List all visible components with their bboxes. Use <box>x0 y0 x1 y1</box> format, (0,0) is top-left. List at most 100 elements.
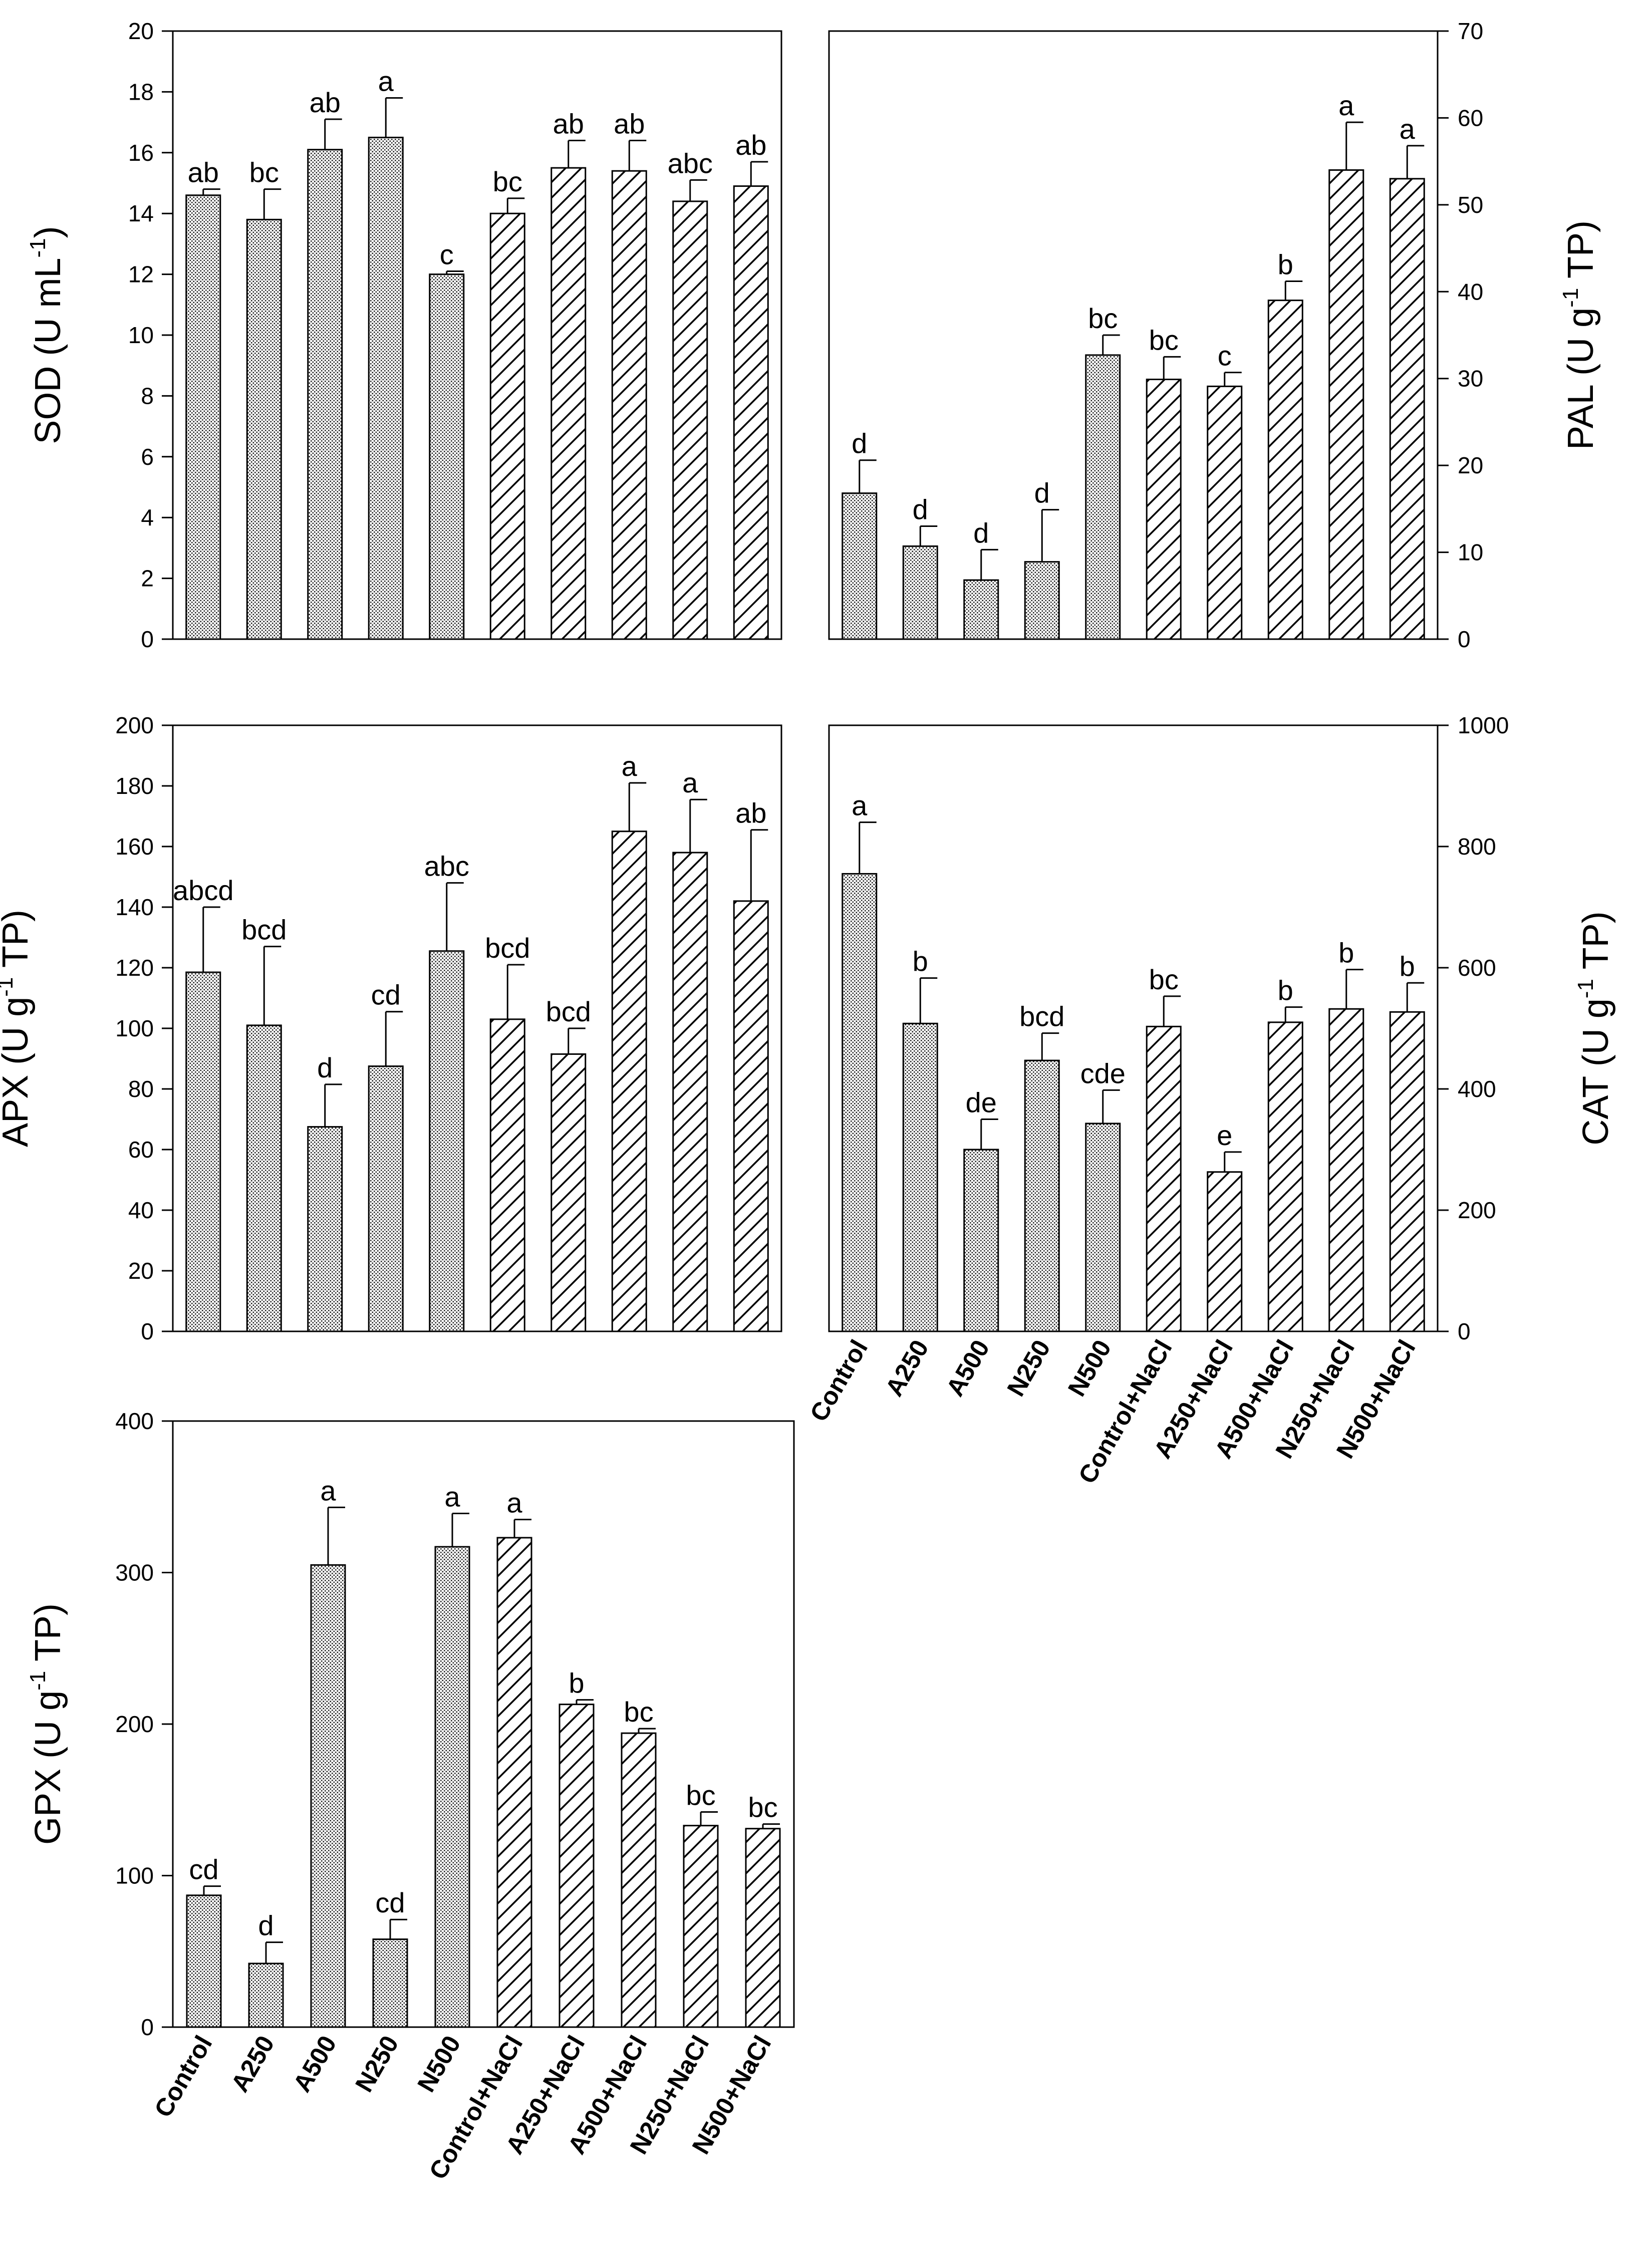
gpx-significance-letter-a500: a <box>320 1475 336 1506</box>
gpx-bar-control <box>186 1894 222 2028</box>
pal-y-tick-label: 70 <box>1458 18 1483 44</box>
apx-y-tick-label: 140 <box>115 894 154 920</box>
gpx-bar-n250-plus-nacl <box>683 1825 719 2028</box>
sod-significance-letter-control: ab <box>188 157 219 188</box>
cat-bar-a250 <box>902 1022 938 1332</box>
sod-y-tick-label: 18 <box>128 79 154 105</box>
apx-y-tick-label: 80 <box>128 1076 154 1102</box>
gpx-significance-letter-a500-plus-nacl: bc <box>624 1696 653 1728</box>
sod-bar-n250-plus-nacl <box>672 200 708 640</box>
cat-bar-a500-plus-nacl <box>1267 1021 1303 1332</box>
gpx-bar-a250-plus-nacl <box>559 1704 595 2028</box>
apx-bar-a250 <box>246 1024 282 1332</box>
apx-y-tick-label: 40 <box>128 1197 154 1223</box>
cat-y-tick-label: 600 <box>1458 955 1496 981</box>
pal-significance-letter-a250: d <box>913 494 928 525</box>
sod-significance-letter-n250: a <box>378 66 394 97</box>
pal-bar-a500 <box>963 579 999 640</box>
gpx-bar-n500 <box>434 1546 470 2028</box>
pal-y-tick-label: 40 <box>1458 278 1483 305</box>
apx-bar-n250 <box>368 1065 404 1332</box>
apx-bar-n500 <box>429 950 465 1332</box>
sod-y-tick-label: 10 <box>128 322 154 348</box>
gpx-bar-a250 <box>248 1963 284 2028</box>
cat-significance-letter-n500: cde <box>1080 1057 1126 1089</box>
pal-y-tick-label: 60 <box>1458 105 1483 131</box>
cat-significance-letter-n250-plus-nacl: b <box>1338 937 1354 969</box>
sod-bar-n250 <box>368 136 404 640</box>
sod-bar-n500-plus-nacl <box>733 185 769 640</box>
apx-y-tick-label: 20 <box>128 1258 154 1284</box>
sod-bar-a500 <box>307 149 343 640</box>
cat-y-tick-label: 400 <box>1458 1076 1496 1102</box>
pal-significance-letter-a500: d <box>973 517 989 548</box>
cat-bar-n500 <box>1085 1123 1121 1332</box>
pal-significance-letter-control: d <box>852 428 867 459</box>
apx-bar-a500 <box>307 1126 343 1332</box>
pal-significance-letter-n250: d <box>1034 477 1050 509</box>
pal-y-tick-label: 50 <box>1458 192 1483 218</box>
sod-y-tick-label: 6 <box>141 444 154 470</box>
cat-bar-a250-plus-nacl <box>1207 1171 1243 1332</box>
pal-bar-n250 <box>1024 561 1060 640</box>
apx-y-axis-title: APX (U g-1 TP) <box>0 910 36 1147</box>
sod-y-axis-title: SOD (U mL-1) <box>26 226 68 444</box>
gpx-y-tick-label: 400 <box>115 1408 154 1434</box>
sod-significance-letter-a500-plus-nacl: ab <box>614 108 645 140</box>
apx-significance-letter-a250: bcd <box>241 914 287 946</box>
pal-bar-a250-plus-nacl <box>1207 385 1243 640</box>
cat-significance-letter-a500: de <box>966 1087 997 1118</box>
sod-y-tick-label: 8 <box>141 383 154 409</box>
apx-y-tick-label: 200 <box>115 712 154 738</box>
cat-bar-n250 <box>1024 1059 1060 1332</box>
cat-y-tick-label: 0 <box>1458 1318 1471 1344</box>
pal-bar-control-plus-nacl <box>1146 378 1182 640</box>
cat-y-tick-label: 1000 <box>1458 712 1509 738</box>
gpx-category-label-n250: N250 <box>350 2031 404 2097</box>
sod-significance-letter-a500: ab <box>310 87 341 118</box>
apx-significance-letter-a500: d <box>317 1052 333 1083</box>
gpx-bar-control-plus-nacl <box>496 1537 532 2028</box>
sod-significance-letter-n500: c <box>440 239 454 270</box>
sod-y-tick-label: 0 <box>141 626 154 652</box>
apx-y-tick-label: 120 <box>115 955 154 981</box>
pal-y-tick-label: 10 <box>1458 539 1483 566</box>
cat-significance-letter-control-plus-nacl: bc <box>1149 964 1179 995</box>
sod-y-tick-label: 12 <box>128 261 154 288</box>
apx-chart-panel: 0 20 40 60 80 100 120 140 160 180 200 APX (U g-1 TP… <box>0 712 782 1344</box>
sod-significance-letter-n250-plus-nacl: abc <box>668 147 713 179</box>
sod-bar-n500 <box>429 273 465 640</box>
apx-y-tick-label: 0 <box>141 1318 154 1344</box>
sod-bar-a250-plus-nacl <box>550 167 587 640</box>
apx-bar-n500-plus-nacl <box>733 900 769 1332</box>
cat-chart-panel: 0 200 400 600 800 1000 CAT (U g-1 TP) a Control b… <box>804 712 1616 1488</box>
sod-y-tick-label: 4 <box>141 504 154 530</box>
sod-significance-letter-a250: bc <box>249 157 279 188</box>
gpx-significance-letter-a250: d <box>258 1910 273 1941</box>
cat-plot-frame <box>828 724 1439 1332</box>
gpx-significance-letter-n250: cd <box>375 1887 405 1918</box>
cat-significance-letter-a250: b <box>913 946 928 977</box>
apx-bar-a500-plus-nacl <box>611 830 647 1332</box>
pal-y-tick-label: 30 <box>1458 366 1483 392</box>
gpx-bar-n500-plus-nacl <box>745 1828 781 2028</box>
cat-category-label-a250: A250 <box>880 1335 934 1402</box>
apx-significance-letter-a250-plus-nacl: bcd <box>546 996 591 1027</box>
apx-y-tick-label: 160 <box>115 833 154 860</box>
gpx-y-tick-label: 100 <box>115 1863 154 1889</box>
sod-y-tick-label: 14 <box>128 200 154 226</box>
gpx-bar-a500-plus-nacl <box>621 1732 657 2028</box>
apx-bar-control-plus-nacl <box>489 1018 525 1332</box>
pal-significance-letter-control-plus-nacl: bc <box>1149 324 1179 356</box>
pal-significance-letter-a500-plus-nacl: b <box>1278 248 1293 280</box>
pal-significance-letter-a250-plus-nacl: c <box>1218 340 1232 372</box>
apx-bar-control <box>185 971 221 1332</box>
gpx-bar-n250 <box>372 1938 408 2028</box>
pal-y-tick-label: 0 <box>1458 626 1471 652</box>
gpx-category-label-a500: A500 <box>288 2031 342 2097</box>
sod-y-tick-label: 20 <box>128 18 154 44</box>
pal-significance-letter-n500-plus-nacl: a <box>1400 113 1416 145</box>
cat-y-axis-title: CAT (U g-1 TP) <box>1573 911 1616 1145</box>
